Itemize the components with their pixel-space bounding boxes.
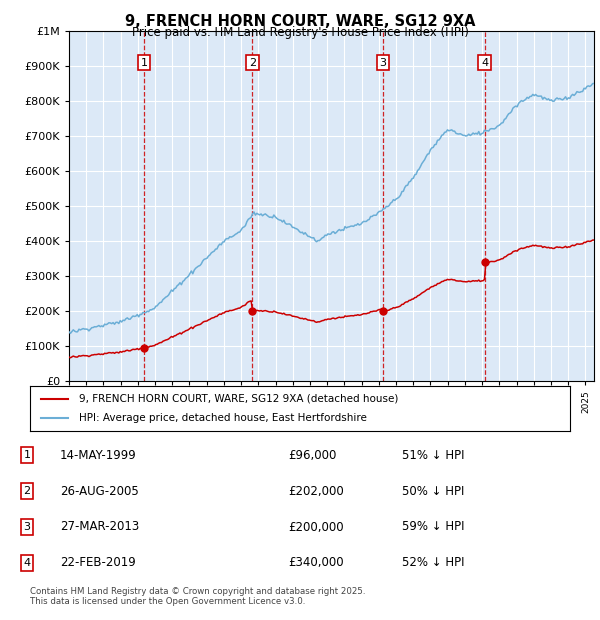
Text: 9, FRENCH HORN COURT, WARE, SG12 9XA (detached house): 9, FRENCH HORN COURT, WARE, SG12 9XA (de… (79, 394, 398, 404)
Text: 4: 4 (481, 58, 488, 68)
Text: £200,000: £200,000 (288, 521, 344, 533)
Text: 51% ↓ HPI: 51% ↓ HPI (402, 449, 464, 461)
Text: £202,000: £202,000 (288, 485, 344, 497)
Text: 14-MAY-1999: 14-MAY-1999 (60, 449, 137, 461)
Text: 52% ↓ HPI: 52% ↓ HPI (402, 557, 464, 569)
Text: 59% ↓ HPI: 59% ↓ HPI (402, 521, 464, 533)
Text: HPI: Average price, detached house, East Hertfordshire: HPI: Average price, detached house, East… (79, 414, 367, 423)
Text: 3: 3 (23, 522, 31, 532)
Text: 4: 4 (23, 558, 31, 568)
Text: 22-FEB-2019: 22-FEB-2019 (60, 557, 136, 569)
Text: Price paid vs. HM Land Registry's House Price Index (HPI): Price paid vs. HM Land Registry's House … (131, 26, 469, 39)
Text: 26-AUG-2005: 26-AUG-2005 (60, 485, 139, 497)
Text: 3: 3 (379, 58, 386, 68)
Text: £340,000: £340,000 (288, 557, 344, 569)
Text: 1: 1 (23, 450, 31, 460)
Text: 50% ↓ HPI: 50% ↓ HPI (402, 485, 464, 497)
Text: 2: 2 (23, 486, 31, 496)
Text: 1: 1 (141, 58, 148, 68)
Text: Contains HM Land Registry data © Crown copyright and database right 2025.
This d: Contains HM Land Registry data © Crown c… (30, 587, 365, 606)
Text: 2: 2 (249, 58, 256, 68)
Text: 27-MAR-2013: 27-MAR-2013 (60, 521, 139, 533)
Text: 9, FRENCH HORN COURT, WARE, SG12 9XA: 9, FRENCH HORN COURT, WARE, SG12 9XA (125, 14, 475, 29)
Text: £96,000: £96,000 (288, 449, 337, 461)
